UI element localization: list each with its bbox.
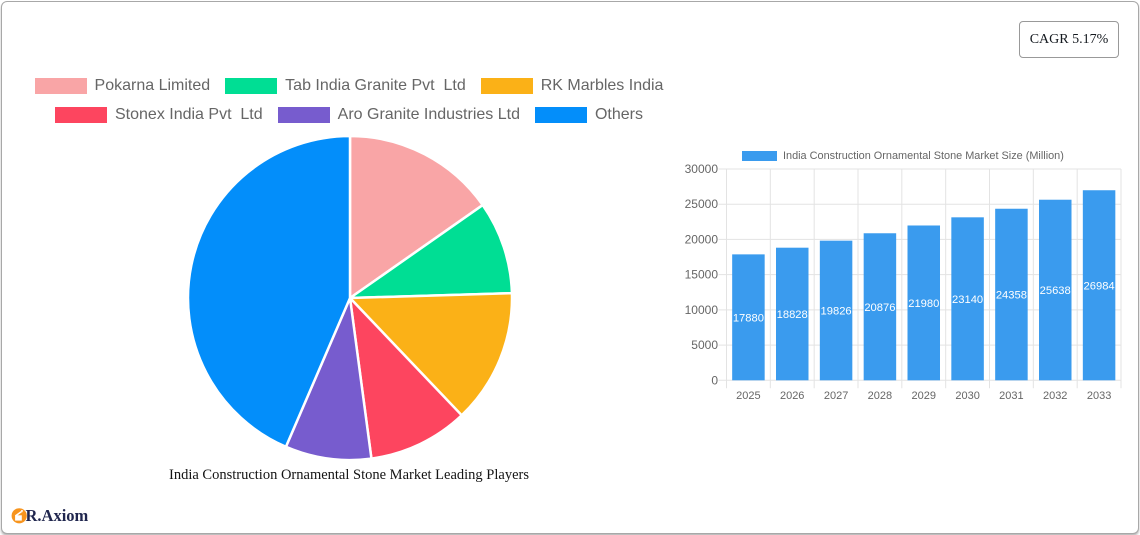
- svg-text:18828: 18828: [777, 309, 808, 321]
- svg-text:15000: 15000: [685, 268, 719, 282]
- svg-text:30000: 30000: [685, 162, 719, 176]
- svg-text:21980: 21980: [908, 298, 939, 310]
- svg-text:2027: 2027: [824, 390, 848, 402]
- svg-text:20876: 20876: [864, 302, 895, 314]
- svg-text:2028: 2028: [868, 390, 892, 402]
- svg-text:23140: 23140: [952, 294, 983, 306]
- svg-text:19826: 19826: [821, 306, 852, 318]
- svg-text:20000: 20000: [685, 232, 719, 246]
- svg-text:0: 0: [711, 373, 718, 387]
- svg-text:5000: 5000: [691, 338, 718, 352]
- svg-text:2026: 2026: [780, 390, 804, 402]
- svg-text:2031: 2031: [999, 390, 1023, 402]
- svg-text:2030: 2030: [955, 390, 979, 402]
- svg-text:24358: 24358: [996, 290, 1027, 302]
- svg-text:25000: 25000: [685, 197, 719, 211]
- svg-text:2032: 2032: [1043, 390, 1067, 402]
- svg-text:26984: 26984: [1084, 280, 1115, 292]
- svg-text:25638: 25638: [1040, 285, 1071, 297]
- svg-text:10000: 10000: [685, 303, 719, 317]
- svg-text:2029: 2029: [912, 390, 936, 402]
- svg-text:2033: 2033: [1087, 390, 1111, 402]
- svg-text:2025: 2025: [736, 390, 760, 402]
- svg-text:17880: 17880: [733, 312, 764, 324]
